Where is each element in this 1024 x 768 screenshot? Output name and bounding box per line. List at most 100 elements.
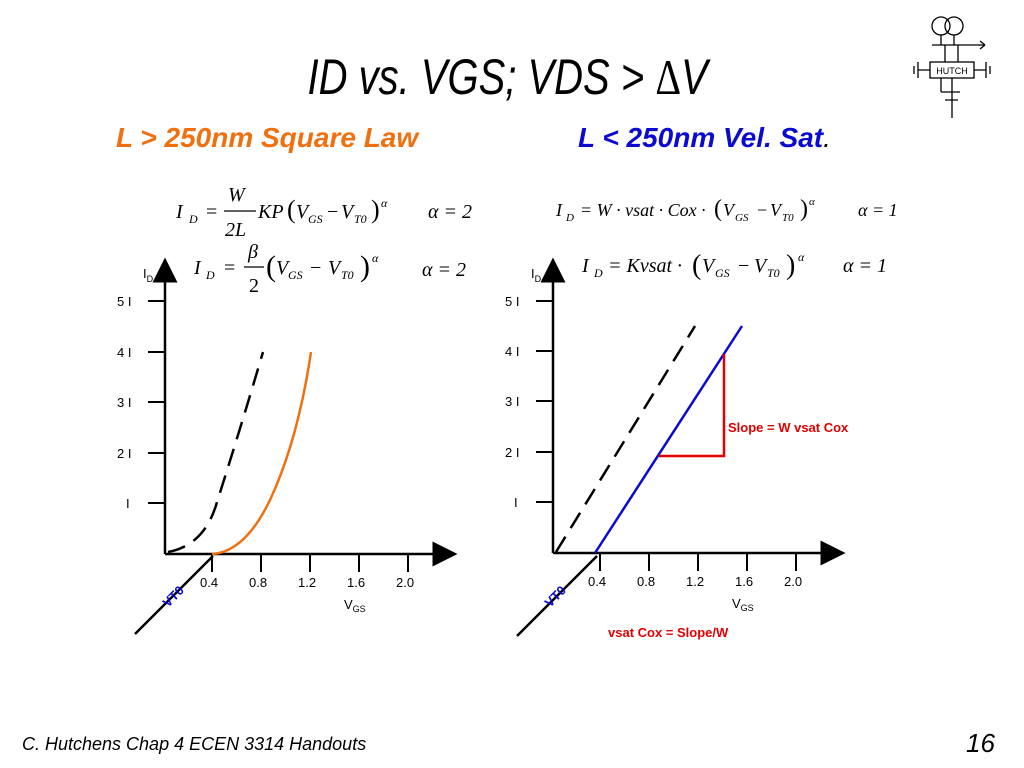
svg-text:V: V [702,255,717,277]
svg-text:α = 1: α = 1 [858,200,898,220]
y-tick-label: I [514,495,518,510]
y-tick-label: 2 I [505,445,519,460]
svg-text:T0: T0 [354,212,367,226]
square-law-curve [211,351,313,556]
svg-text:α: α [798,250,805,264]
svg-text:V: V [770,200,783,220]
subtitle-square-law: L > 250nm Square Law [116,122,419,153]
hutch-logo: HUTCH [913,16,991,118]
svg-text:I: I [581,255,590,277]
x-axis-label: VGS [732,596,754,613]
svg-text:KP: KP [257,201,284,223]
x-axis-label: VGS [344,597,366,614]
svg-text:V: V [754,255,769,277]
y-tick-label: 3 I [117,395,131,410]
y-tick-label: 5 I [117,294,131,309]
delta-symbol: Δ [655,49,682,105]
y-tick-label: 3 I [505,394,519,409]
dashed-curve [167,351,265,554]
svg-text:T0: T0 [767,266,780,280]
x-tick-label: 0.8 [637,574,655,589]
x-tick-label: 0.8 [249,575,267,590]
x-tick-label: 1.2 [686,574,704,589]
logo-text: HUTCH [936,66,968,76]
svg-text:W: W [228,184,247,206]
svg-text:GS: GS [735,212,749,224]
svg-text:α = 2: α = 2 [428,201,472,223]
y-tick-label: 2 I [117,446,131,461]
x-tick-label: 1.2 [298,575,316,590]
svg-text:α: α [381,196,388,210]
svg-text:D: D [205,268,215,282]
svg-text:−: − [310,257,321,279]
left-plot: ID 5 I 4 I 3 I 2 I I 0.4 0.8 1.2 1.6 2.0… [117,257,458,635]
svg-text:−: − [757,200,767,220]
svg-text:β: β [247,241,258,263]
svg-text:V: V [341,201,356,223]
svg-text:I: I [555,200,563,220]
svg-text:2: 2 [249,275,259,297]
vt0-pointer [516,555,598,637]
svg-text:α: α [372,251,379,265]
subtitle-vel-sat: L < 250nm Vel. Sat. [578,122,831,153]
x-tick-label: 1.6 [735,574,753,589]
x-tick-label: 0.4 [588,574,606,589]
svg-text:(: ( [287,195,296,224]
svg-text:V: V [276,257,291,279]
vsat-annotation: vsat Cox = Slope/W [608,625,729,640]
svg-text:= W · vsat · Cox ·: = W · vsat · Cox · [580,200,706,220]
svg-text:): ) [786,250,795,281]
vel-sat-line [593,325,744,554]
x-tick-label: 2.0 [396,575,414,590]
svg-text:α: α [809,196,815,208]
svg-text:V: V [723,200,736,220]
svg-text:T0: T0 [782,212,794,224]
svg-text:I: I [175,201,184,223]
svg-text:α = 2: α = 2 [422,259,466,281]
x-tick-label: 2.0 [784,574,802,589]
svg-text:−: − [738,255,749,277]
svg-text:T0: T0 [341,268,354,282]
svg-text:=: = [206,201,217,223]
equation-right-2: I D = Kvsat · ( V GS − V T0 ) α α = 1 [581,250,887,281]
svg-text:): ) [360,250,370,283]
svg-text:D: D [593,266,603,280]
slope-annotation: Slope = W vsat Cox [728,420,849,435]
slope-triangle [659,354,726,458]
svg-text:(: ( [266,250,276,283]
svg-text:= Kvsat ·: = Kvsat · [608,255,682,277]
vt0-pointer [134,555,214,635]
svg-text:D: D [188,212,198,226]
page-number: 16 [966,728,995,758]
svg-text:(: ( [714,196,722,222]
svg-text:I: I [193,257,202,279]
svg-text:): ) [800,196,808,222]
x-tick-label: 0.4 [200,575,218,590]
y-tick-label: 5 I [505,294,519,309]
y-tick-label: I [126,496,130,511]
svg-text:V: V [328,257,343,279]
svg-text:GS: GS [308,212,323,226]
y-axis-label: ID [531,266,542,284]
y-tick-label: 4 I [505,344,519,359]
svg-text:GS: GS [288,268,303,282]
slide-title: ID vs. VGS; VDS > ΔV [307,49,708,105]
svg-text:(: ( [692,250,701,281]
equation-left-2: I D = β 2 ( V GS − V T0 ) α α = 2 [193,241,466,297]
dashed-line [554,325,697,553]
y-axis-label: ID [143,266,154,284]
svg-text:−: − [327,201,338,223]
equation-right-1: I D = W · vsat · Cox · ( V GS − V T0 ) α… [555,196,898,224]
svg-text:): ) [371,195,380,224]
y-tick-label: 4 I [117,345,131,360]
svg-text:V: V [296,201,311,223]
svg-text:2L: 2L [225,219,246,241]
svg-text:D: D [565,212,574,224]
x-tick-label: 1.6 [347,575,365,590]
equation-left-1: I D = W 2L KP ( V GS − V T0 ) α α = 2 [175,184,472,241]
svg-text:α = 1: α = 1 [843,255,887,277]
svg-text:=: = [224,257,235,279]
footer-text: C. Hutchens Chap 4 ECEN 3314 Handouts [22,734,367,754]
right-plot: ID 5 I 4 I 3 I 2 I I 0.4 0.8 1.2 1.6 2.0… [505,257,849,640]
